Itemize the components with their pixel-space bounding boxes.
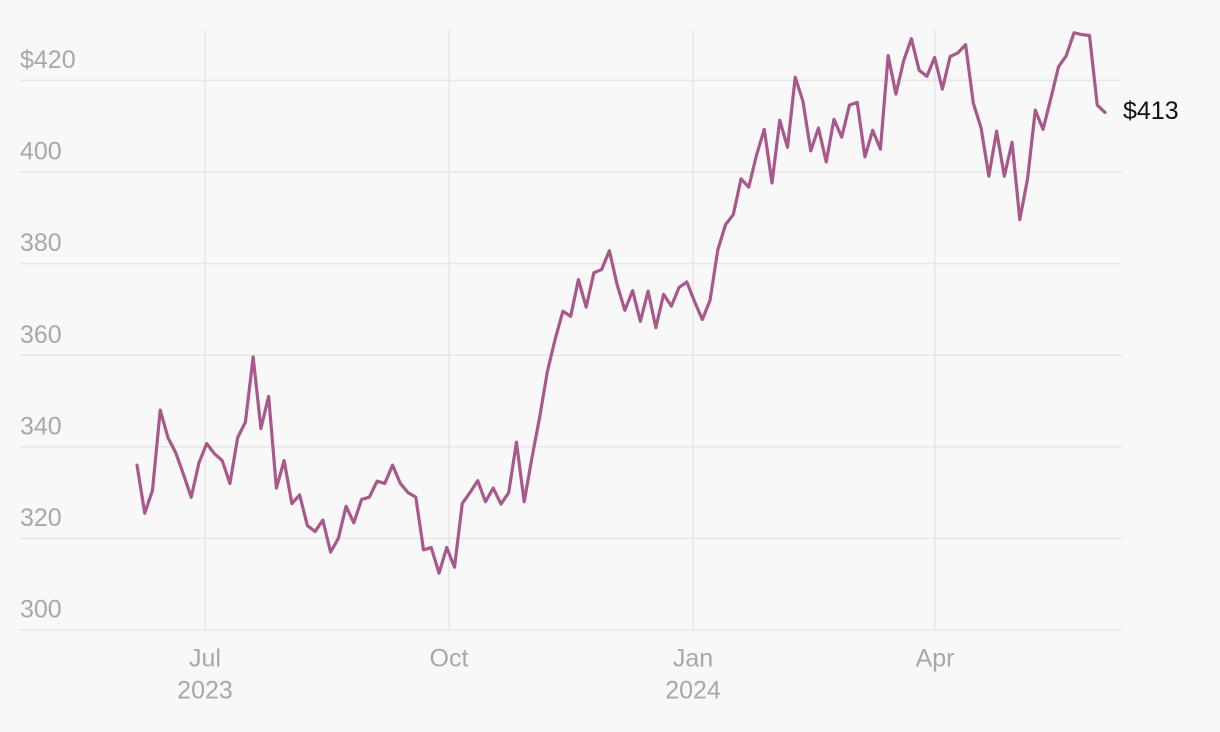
- y-tick-label: 340: [20, 412, 62, 440]
- y-tick-label: 400: [20, 138, 62, 166]
- y-tick-label: $420: [20, 46, 76, 74]
- x-tick-label: Oct: [430, 645, 469, 673]
- y-tick-label: 300: [20, 596, 62, 624]
- y-tick-label: 360: [20, 321, 62, 349]
- y-tick-label: 320: [20, 504, 62, 532]
- price-line: [135, 31, 1107, 575]
- x-tick-label: Jan: [673, 645, 713, 673]
- x-year-label: 2023: [177, 677, 233, 705]
- x-year-label: 2024: [665, 677, 721, 705]
- end-label: $413: [1123, 97, 1179, 125]
- y-tick-label: 380: [20, 229, 62, 257]
- x-tick-label: Apr: [916, 645, 955, 673]
- x-tick-label: Jul: [189, 645, 221, 673]
